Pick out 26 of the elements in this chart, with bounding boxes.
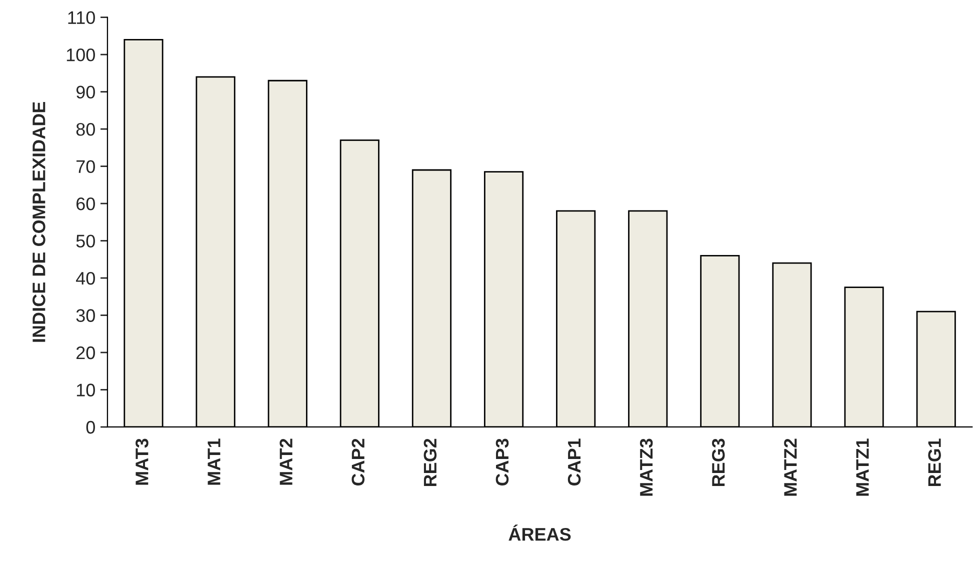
x-tick-label: MAT2 [280,438,292,485]
y-tick-label: 80 [76,122,95,136]
x-tick-label: CAP3 [496,438,509,486]
y-tick-label: 0 [86,420,95,434]
x-tick-label: REG1 [928,438,941,486]
y-tick-label: 110 [68,11,95,24]
x-tick-label: CAP1 [568,438,581,486]
x-tick-label: REG2 [424,438,437,486]
y-tick-label: 40 [76,272,95,285]
x-tick-label: MATZ3 [640,438,653,496]
y-tick-label: 10 [76,384,95,396]
x-axis-title: ÁREAS [508,524,571,541]
x-tick-label: REG3 [712,438,725,486]
y-tick-label: 100 [66,48,95,62]
x-tick-label: MATZ1 [856,438,869,496]
y-tick-label: 70 [76,160,95,173]
y-tick-label: 20 [76,346,95,360]
x-tick-label: MAT1 [208,438,220,485]
y-tick-label: 60 [76,197,95,210]
y-tick-label: 30 [76,309,95,322]
y-axis-title: INDICE DE COMPLEXIDADE [32,102,46,342]
x-tick-label: MAT3 [136,438,148,485]
x-tick-label: MATZ2 [784,438,797,496]
y-tick-label: 90 [76,86,95,99]
y-tick-label: 50 [76,234,95,248]
x-tick-label: CAP2 [352,438,365,486]
